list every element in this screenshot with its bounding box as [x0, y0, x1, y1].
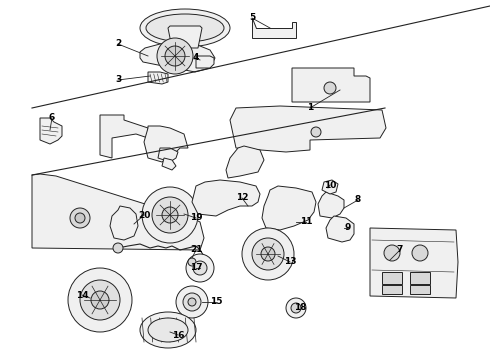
Text: 19: 19	[190, 213, 202, 222]
Polygon shape	[410, 285, 430, 294]
Circle shape	[176, 286, 208, 318]
Ellipse shape	[148, 318, 188, 342]
Polygon shape	[100, 115, 148, 158]
Circle shape	[80, 280, 120, 320]
Text: 8: 8	[355, 195, 361, 204]
Circle shape	[165, 46, 185, 66]
Circle shape	[311, 127, 321, 137]
Text: 6: 6	[49, 113, 55, 122]
Text: 20: 20	[138, 211, 150, 220]
Circle shape	[152, 197, 188, 233]
Polygon shape	[226, 146, 264, 178]
Text: 5: 5	[249, 13, 255, 22]
Circle shape	[384, 245, 400, 261]
Circle shape	[113, 243, 123, 253]
Polygon shape	[252, 18, 296, 38]
Circle shape	[286, 298, 306, 318]
Circle shape	[252, 238, 284, 270]
Circle shape	[324, 82, 336, 94]
Polygon shape	[318, 192, 344, 218]
Polygon shape	[148, 72, 168, 84]
Polygon shape	[326, 216, 354, 242]
Polygon shape	[140, 42, 215, 72]
Text: 15: 15	[210, 297, 222, 306]
Text: 9: 9	[345, 224, 351, 233]
Circle shape	[261, 247, 275, 261]
Polygon shape	[32, 174, 204, 250]
Text: 21: 21	[190, 246, 202, 255]
Circle shape	[183, 293, 201, 311]
Ellipse shape	[140, 9, 230, 47]
Text: 13: 13	[284, 257, 296, 266]
Circle shape	[412, 245, 428, 261]
Polygon shape	[382, 285, 402, 294]
Polygon shape	[322, 180, 338, 194]
Circle shape	[188, 258, 196, 266]
Polygon shape	[168, 26, 202, 48]
Text: 12: 12	[236, 194, 248, 202]
Polygon shape	[196, 56, 214, 68]
Polygon shape	[292, 68, 370, 102]
Text: 1: 1	[307, 104, 313, 112]
Circle shape	[75, 213, 85, 223]
Polygon shape	[144, 126, 188, 162]
Text: 2: 2	[115, 40, 121, 49]
Text: 4: 4	[193, 54, 199, 63]
Circle shape	[70, 208, 90, 228]
Text: 3: 3	[115, 76, 121, 85]
Text: 10: 10	[324, 180, 336, 189]
Circle shape	[162, 207, 178, 223]
Polygon shape	[370, 228, 458, 298]
Text: 17: 17	[190, 264, 202, 273]
Polygon shape	[230, 106, 386, 152]
Circle shape	[186, 254, 214, 282]
Circle shape	[68, 268, 132, 332]
Polygon shape	[162, 158, 176, 170]
Text: 14: 14	[75, 291, 88, 300]
Circle shape	[91, 291, 109, 309]
Text: 11: 11	[300, 217, 312, 226]
Polygon shape	[158, 148, 178, 162]
Polygon shape	[110, 206, 138, 240]
Polygon shape	[40, 118, 62, 144]
Text: 18: 18	[294, 303, 306, 312]
Polygon shape	[410, 272, 430, 284]
Circle shape	[142, 187, 198, 243]
Ellipse shape	[146, 14, 224, 42]
Circle shape	[291, 303, 301, 313]
Circle shape	[188, 298, 196, 306]
Ellipse shape	[140, 312, 196, 348]
Circle shape	[157, 38, 193, 74]
Text: 16: 16	[172, 330, 184, 339]
Polygon shape	[192, 180, 260, 216]
Polygon shape	[382, 272, 402, 284]
Polygon shape	[262, 186, 316, 230]
Circle shape	[242, 228, 294, 280]
Circle shape	[193, 261, 207, 275]
Text: 7: 7	[397, 246, 403, 255]
